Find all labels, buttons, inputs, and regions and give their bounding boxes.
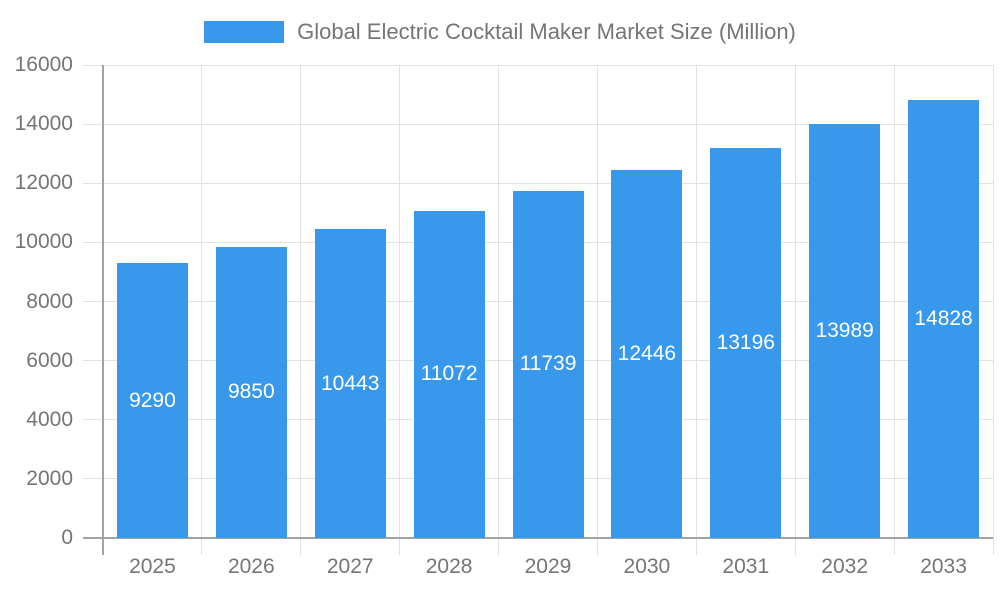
y-tick-label: 4000 xyxy=(26,407,73,431)
bar-2028[interactable] xyxy=(413,210,485,538)
bar-2030[interactable] xyxy=(611,170,683,538)
y-tick-label: 12000 xyxy=(14,171,73,195)
bar-value-label: 9290 xyxy=(129,388,176,412)
bar-2031[interactable] xyxy=(710,147,782,538)
gridline-vertical xyxy=(596,65,598,555)
bar-2026[interactable] xyxy=(215,246,287,538)
x-tick-label: 2027 xyxy=(326,555,374,578)
x-tick-label: 2026 xyxy=(227,555,275,578)
gridline-vertical xyxy=(992,65,994,555)
x-tick-label: 2033 xyxy=(920,555,967,578)
gridline-horizontal xyxy=(83,123,993,125)
x-tick-label: 2031 xyxy=(722,555,770,578)
bar-2033[interactable] xyxy=(908,99,980,538)
bar-value-label: 11739 xyxy=(519,352,577,376)
bar-2025[interactable] xyxy=(116,263,188,538)
gridline-vertical xyxy=(300,65,302,555)
x-tick-label: 2030 xyxy=(623,555,671,578)
bar-value-label: 10443 xyxy=(321,371,380,395)
bar-value-label: 12446 xyxy=(617,342,677,366)
legend-label: Global Electric Cocktail Maker Market Si… xyxy=(297,19,796,44)
bar-2032[interactable] xyxy=(809,124,881,538)
x-axis-line xyxy=(83,537,993,539)
x-tick-label: 2032 xyxy=(821,555,869,578)
gridline-vertical xyxy=(498,65,500,555)
bar-2029[interactable] xyxy=(512,190,584,538)
gridline-vertical xyxy=(399,65,401,555)
y-tick-label: 0 xyxy=(61,526,73,549)
x-tick-label: 2028 xyxy=(425,555,473,578)
y-tick-label: 16000 xyxy=(14,53,73,76)
gridline-vertical xyxy=(201,65,203,555)
bar-value-label: 14828 xyxy=(914,306,973,330)
y-tick-label: 2000 xyxy=(26,466,73,490)
gridline-horizontal xyxy=(83,64,993,66)
legend[interactable]: Global Electric Cocktail Maker Market Si… xyxy=(0,20,1000,44)
y-tick-label: 10000 xyxy=(14,230,73,254)
y-axis-line xyxy=(102,65,104,555)
bar-value-label: 13989 xyxy=(815,319,874,343)
gridline-vertical xyxy=(695,65,697,555)
y-tick-label: 8000 xyxy=(26,289,73,313)
x-tick-label: 2025 xyxy=(129,555,176,578)
bar-value-label: 11072 xyxy=(420,362,478,386)
x-tick-label: 2029 xyxy=(524,555,572,578)
gridline-horizontal xyxy=(83,182,993,184)
bar-2027[interactable] xyxy=(314,229,386,538)
y-tick-label: 14000 xyxy=(14,112,73,136)
y-tick-label: 6000 xyxy=(26,348,73,372)
bar-value-label: 9850 xyxy=(227,380,275,404)
bar-value-label: 13196 xyxy=(716,330,775,354)
legend-swatch xyxy=(204,21,285,43)
plot-area: 0 2000 4000 6000 8000 10000 12000 14000 16000 929… xyxy=(15,54,994,578)
gridline-vertical xyxy=(794,65,796,555)
gridline-vertical xyxy=(893,65,895,555)
